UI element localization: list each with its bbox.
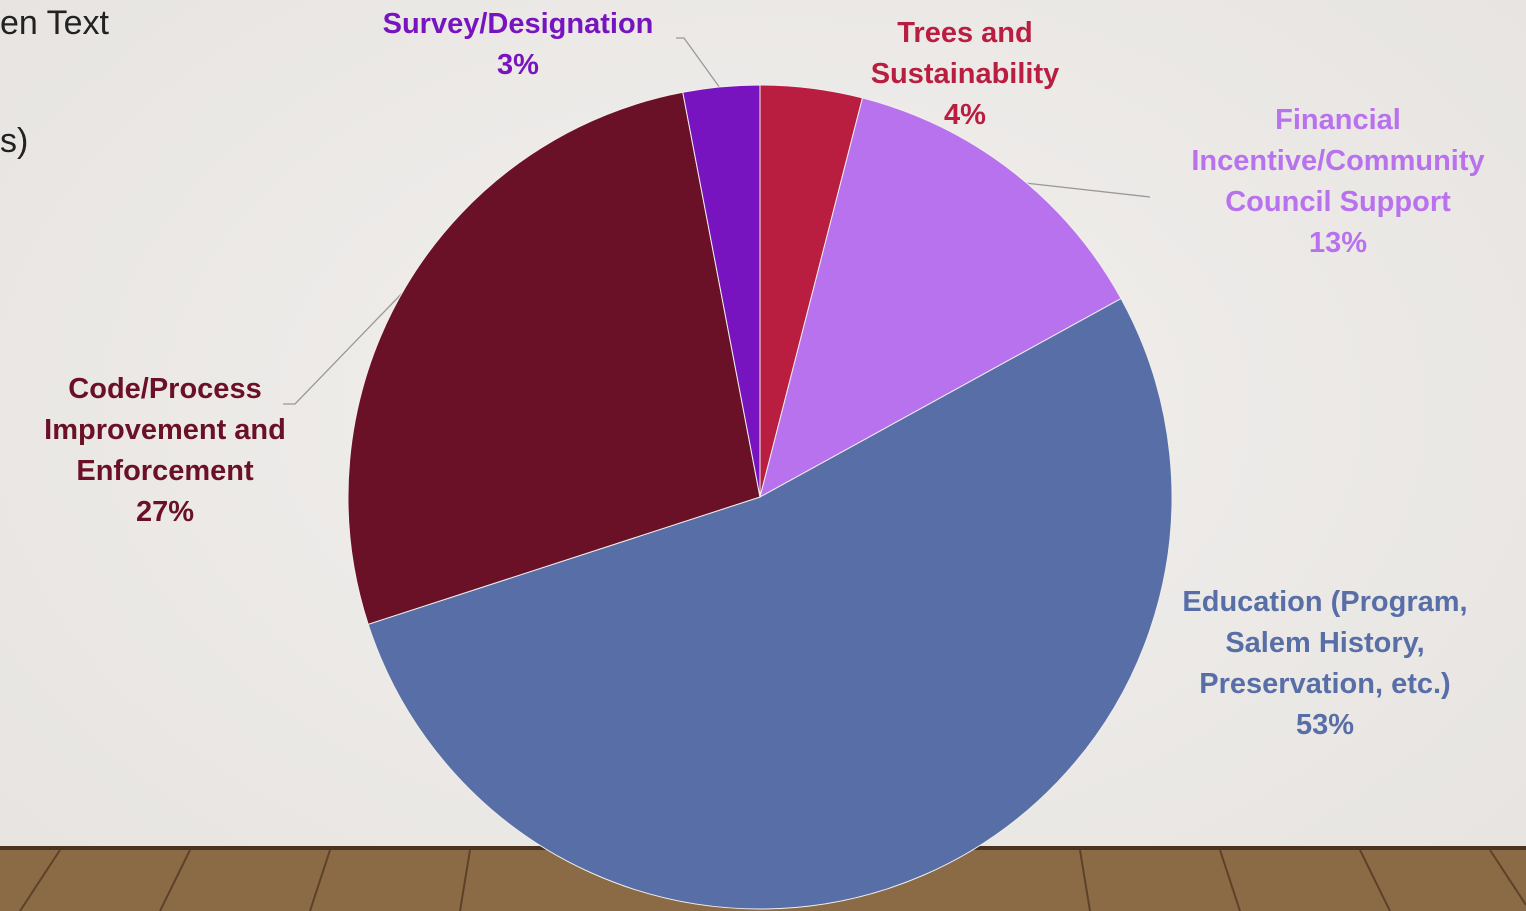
data-label: Code/Process Improvement and Enforcement… <box>10 369 320 533</box>
pie <box>347 84 1173 910</box>
data-label: Trees and Sustainability 4% <box>850 13 1080 136</box>
slide-text: en Text <box>0 4 110 42</box>
data-label: Education (Program, Salem History, Prese… <box>1165 582 1485 746</box>
pie-slice <box>347 91 761 625</box>
value-label: 53% <box>1295 709 1355 741</box>
value-label: 3% <box>497 49 539 81</box>
category-label: Education (Program, Salem History, Prese… <box>1182 586 1468 700</box>
category-label: Financial Incentive/Community Council Su… <box>1191 104 1485 218</box>
leader-lines <box>283 37 1151 405</box>
value-label: 27% <box>135 496 195 528</box>
data-label: Survey/Designation 3% <box>348 4 688 86</box>
value-label: 4% <box>944 99 986 131</box>
value-label: 13% <box>1308 227 1368 259</box>
pie-slice <box>682 84 761 498</box>
category-label: Trees and Sustainability <box>870 17 1060 90</box>
slide-text: s) <box>0 122 29 160</box>
pie-slice <box>759 97 1122 498</box>
category-label: Survey/Designation <box>382 8 654 40</box>
data-label: Financial Incentive/Community Council Su… <box>1153 100 1523 264</box>
pie-slice <box>367 297 1173 910</box>
category-label: Code/Process Improvement and Enforcement <box>44 373 286 487</box>
